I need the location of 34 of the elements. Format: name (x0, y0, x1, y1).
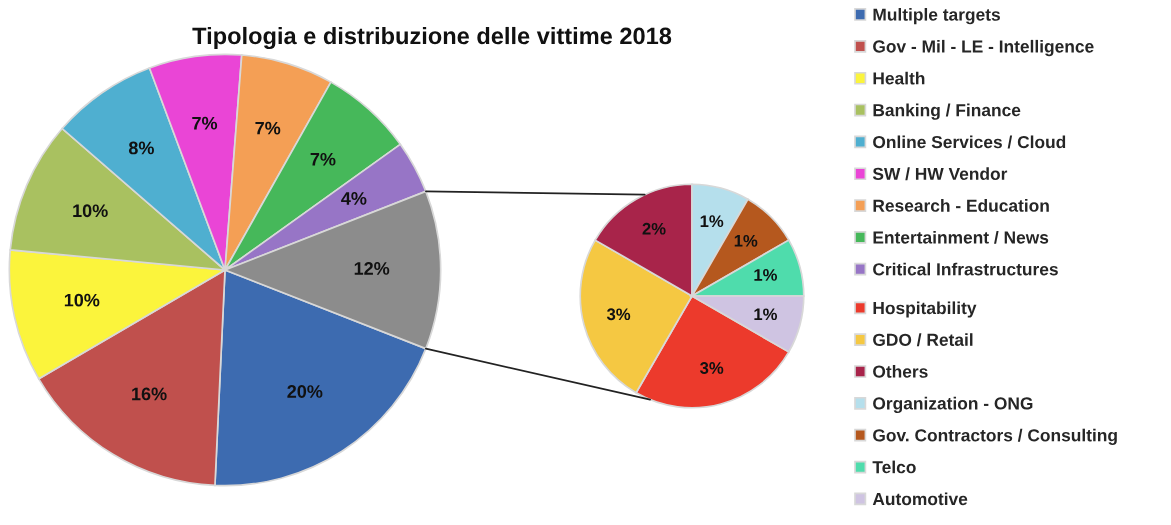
legend-label: Organization - ONG (873, 396, 1033, 414)
data-label: 12% (354, 262, 390, 275)
data-label: 1% (754, 308, 778, 321)
legend-label: Entertainment / News (873, 230, 1049, 244)
legend-label: Others (873, 365, 928, 378)
data-label: 4% (341, 192, 367, 205)
legend-label: Health (873, 71, 925, 85)
data-label: 1% (754, 269, 778, 281)
data-label: 3% (700, 362, 724, 374)
data-label: 3% (606, 308, 631, 321)
legend-label: GDO / Retail (873, 333, 973, 347)
data-label: 7% (310, 152, 336, 166)
data-label: 16% (132, 387, 167, 401)
data-label: 1% (734, 234, 758, 247)
legend-label: Automotive (872, 492, 968, 506)
legend-label: Telco (872, 460, 916, 474)
legend-label: Gov. Contractors / Consulting (873, 428, 1117, 445)
data-label: 8% (128, 141, 154, 155)
data-label: 7% (255, 121, 281, 135)
legend-label: Multiple targets (873, 8, 1000, 25)
legend-label: Gov - Mil - LE - Intelligence (873, 39, 1094, 57)
data-label: 1% (700, 215, 724, 228)
legend-label: Online Services / Cloud (873, 135, 1066, 149)
data-label: 2% (642, 222, 666, 235)
legend-label: Critical Infrastructures (873, 262, 1058, 276)
data-label: 10% (73, 204, 108, 218)
legend-label: Research - Education (873, 199, 1049, 212)
data-label: 10% (64, 293, 100, 307)
text: Tipologia e distribuzione delle vittime 2018 (192, 26, 672, 50)
legend-label: Banking / Finance (873, 103, 1021, 120)
data-label: 20% (287, 385, 323, 398)
legend-label: Hospitability (873, 301, 977, 318)
data-label: 7% (192, 116, 218, 130)
legend-label: SW / HW Vendor (872, 167, 1008, 181)
